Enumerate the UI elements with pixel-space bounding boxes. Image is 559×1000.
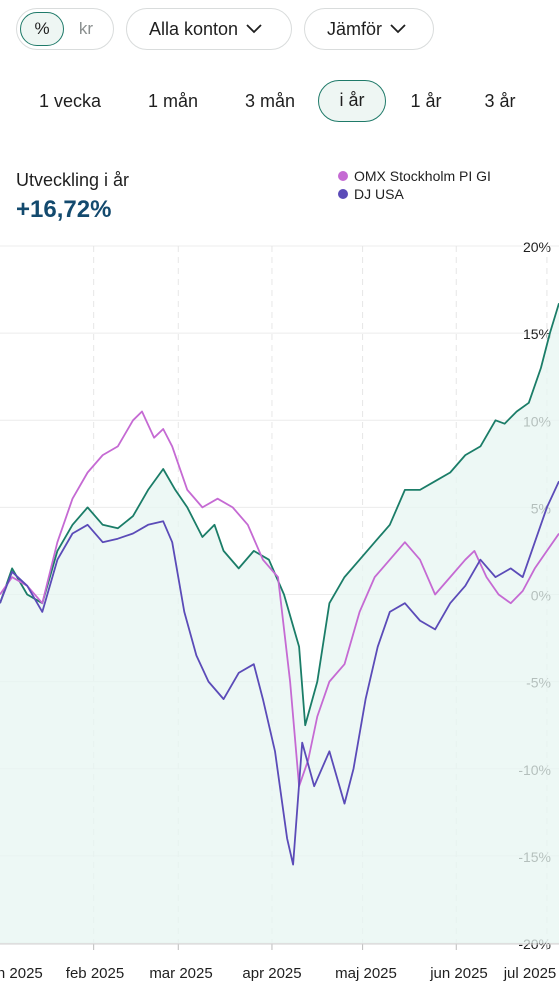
chevron-down-icon — [390, 24, 406, 34]
unit-toggle[interactable]: % kr — [16, 8, 114, 50]
period-selector: 1 vecka 1 mån 3 mån i år 1 år 3 år — [0, 80, 559, 122]
period-3-months[interactable]: 3 mån — [244, 91, 296, 111]
account-dropdown[interactable]: Alla konton — [126, 8, 292, 50]
x-tick-label: jun 2025 — [429, 965, 488, 982]
performance-chart: 20%15%10%5%0%-5%-10%-15%-20%jan 2025feb … — [0, 239, 559, 982]
legend-dot-dj — [338, 189, 348, 199]
x-tick-label: jul 2025 — [503, 965, 557, 982]
y-tick-label: 15% — [523, 326, 551, 342]
currency-option[interactable]: kr — [78, 19, 94, 38]
series-line-omx — [0, 410, 559, 788]
period-3-years[interactable]: 3 år — [484, 91, 516, 111]
period-ytd[interactable]: i år — [318, 80, 386, 122]
chart-legend: OMX Stockholm PI GI DJ USA — [338, 167, 491, 203]
x-tick-label: feb 2025 — [66, 965, 124, 982]
top-controls: % kr Alla konton Jämför — [16, 8, 434, 50]
compare-dropdown[interactable]: Jämför — [304, 8, 434, 50]
summary-value: +16,72% — [16, 196, 112, 223]
period-1-week[interactable]: 1 vecka — [38, 91, 102, 111]
legend-dot-omx — [338, 171, 348, 181]
period-1-year[interactable]: 1 år — [410, 91, 442, 111]
chevron-down-icon — [246, 24, 262, 34]
x-tick-label: maj 2025 — [335, 965, 397, 982]
series-line-portfolio — [0, 302, 559, 727]
series-line-dj — [0, 480, 559, 866]
legend-label-dj: DJ USA — [354, 186, 404, 202]
period-1-month[interactable]: 1 mån — [147, 91, 199, 111]
y-tick-label: 20% — [523, 239, 551, 255]
percent-option[interactable]: % — [20, 12, 64, 46]
summary-title: Utveckling i år — [16, 170, 130, 190]
compare-dropdown-label: Jämför — [327, 18, 383, 39]
account-dropdown-label: Alla konton — [149, 18, 239, 39]
x-tick-label: mar 2025 — [149, 965, 212, 982]
x-tick-label: apr 2025 — [242, 965, 301, 982]
legend-label-omx: OMX Stockholm PI GI — [354, 168, 491, 184]
legend-item-dj: DJ USA — [338, 185, 491, 203]
series-area-portfolio — [0, 303, 559, 943]
legend-item-omx: OMX Stockholm PI GI — [338, 167, 491, 185]
x-tick-label: jan 2025 — [0, 965, 43, 982]
